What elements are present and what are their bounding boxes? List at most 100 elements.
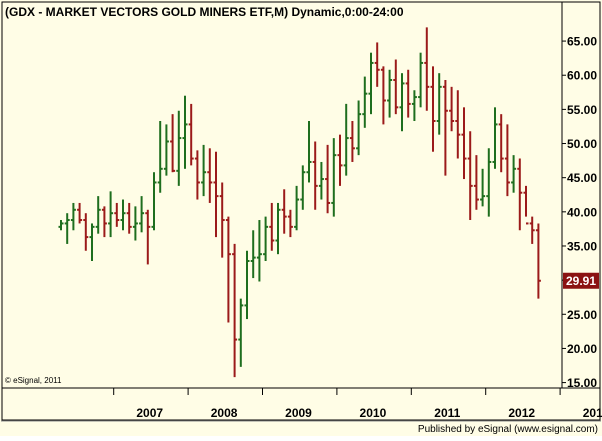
ohlc-bar — [275, 202, 281, 255]
ohlc-bar — [424, 27, 430, 111]
ohlc-bar — [157, 120, 163, 193]
ohlc-bar — [504, 124, 510, 197]
ohlc-bar — [374, 42, 380, 87]
price-tick-label: 45.00 — [567, 171, 597, 185]
price-tick-label: 60.00 — [567, 69, 597, 83]
ohlc-bar — [442, 80, 448, 176]
price-tick-label: 15.00 — [567, 376, 597, 390]
ohlc-bar — [250, 230, 256, 279]
ohlc-bar — [331, 138, 337, 217]
ohlc-bar — [418, 52, 424, 108]
ohlc-bar — [486, 148, 492, 217]
ohlc-bar — [89, 223, 95, 262]
year-label: 2010 — [360, 406, 387, 420]
ohlc-bar — [281, 189, 287, 234]
ohlc-bar — [145, 209, 151, 265]
ohlc-bar — [182, 95, 188, 169]
ohlc-bar — [387, 69, 393, 118]
ohlc-bar — [213, 151, 219, 238]
ohlc-bar — [480, 168, 486, 207]
ohlc-bar — [207, 148, 213, 203]
ohlc-bar — [244, 250, 250, 320]
ohlc-bar — [343, 103, 349, 176]
ohlc-bar — [194, 150, 200, 200]
ohlc-bar — [312, 141, 318, 210]
ohlc-bar — [356, 100, 362, 156]
ohlc-bar — [219, 182, 225, 258]
ohlc-bar — [498, 114, 504, 173]
price-tick-label: 20.00 — [567, 342, 597, 356]
ohlc-bar — [263, 216, 269, 262]
ohlc-bar — [430, 66, 436, 152]
ohlc-bar — [294, 185, 300, 231]
ohlc-bar — [95, 196, 101, 234]
ohlc-bar — [232, 243, 238, 378]
ohlc-bar — [535, 223, 541, 299]
ohlc-bar — [225, 216, 231, 323]
ohlc-bar — [126, 202, 132, 234]
ohlc-bar — [120, 199, 126, 231]
chart-title: (GDX - MARKET VECTORS GOLD MINERS ETF,M)… — [5, 5, 404, 19]
price-tick-label: 35.00 — [567, 239, 597, 253]
ohlc-bar — [188, 103, 194, 166]
ohlc-bars — [58, 27, 541, 378]
last-price-value: 29.91 — [566, 274, 596, 288]
ohlc-bar — [337, 134, 343, 186]
ohlc-bar — [523, 185, 529, 225]
ohlc-bar — [139, 196, 145, 233]
ohlc-bar — [77, 202, 83, 224]
ohlc-bar — [473, 155, 479, 210]
year-label: 2012 — [508, 406, 535, 420]
ohlc-bar — [201, 144, 207, 197]
publisher-footer: Published by eSignal (www.esignal.com) — [418, 424, 598, 435]
ohlc-bar — [58, 220, 64, 231]
ohlc-bar — [362, 76, 368, 128]
last-price-badge — [563, 272, 599, 289]
ohlc-bar — [349, 120, 355, 162]
ohlc-bar — [256, 220, 262, 282]
ohlc-bar — [151, 172, 157, 231]
ohlc-bar — [368, 52, 374, 115]
ohlc-bar — [449, 86, 455, 132]
ohlc-bar — [399, 73, 405, 132]
ohlc-bar — [411, 90, 417, 121]
year-label: 2013 — [583, 406, 602, 420]
ohlc-bar — [114, 202, 120, 227]
ohlc-bar — [163, 124, 169, 176]
ohlc-bar — [318, 161, 324, 200]
ohlc-bar — [492, 107, 498, 169]
year-label: 2008 — [211, 406, 238, 420]
ohlc-bar — [83, 213, 89, 251]
ohlc-bar — [325, 144, 331, 214]
ohlc-bar — [70, 202, 76, 231]
ohlc-bar — [306, 120, 312, 183]
year-label: 2009 — [285, 406, 312, 420]
ohlc-bar — [170, 114, 176, 173]
ohlc-bar — [64, 213, 70, 244]
ohlc-bar — [405, 69, 411, 118]
ohlc-bar — [517, 158, 523, 231]
ohlc-bar — [101, 206, 107, 238]
ohlc-bar — [529, 216, 535, 244]
ohlc-bar — [467, 131, 473, 221]
price-tick-label: 65.00 — [567, 35, 597, 49]
ohlc-bar — [436, 73, 442, 135]
ohlc-bar — [461, 107, 467, 180]
chart-frame — [1, 1, 601, 421]
year-label: 2011 — [434, 406, 460, 420]
ohlc-bar — [132, 206, 138, 241]
price-tick-label: 40.00 — [567, 205, 597, 219]
ohlc-bar — [269, 202, 275, 251]
year-label: 2007 — [136, 406, 163, 420]
ohlc-bar — [300, 165, 306, 210]
ohlc-bar — [108, 191, 114, 238]
ohlc-bar — [176, 110, 182, 186]
last-price-marker: 29.91 — [563, 272, 599, 289]
ohlc-bar — [455, 90, 461, 159]
ohlc-bar — [393, 59, 399, 115]
ohlc-bar — [238, 298, 244, 367]
copyright-note: © eSignal, 2011 — [5, 376, 62, 385]
price-tick-label: 25.00 — [567, 308, 597, 322]
